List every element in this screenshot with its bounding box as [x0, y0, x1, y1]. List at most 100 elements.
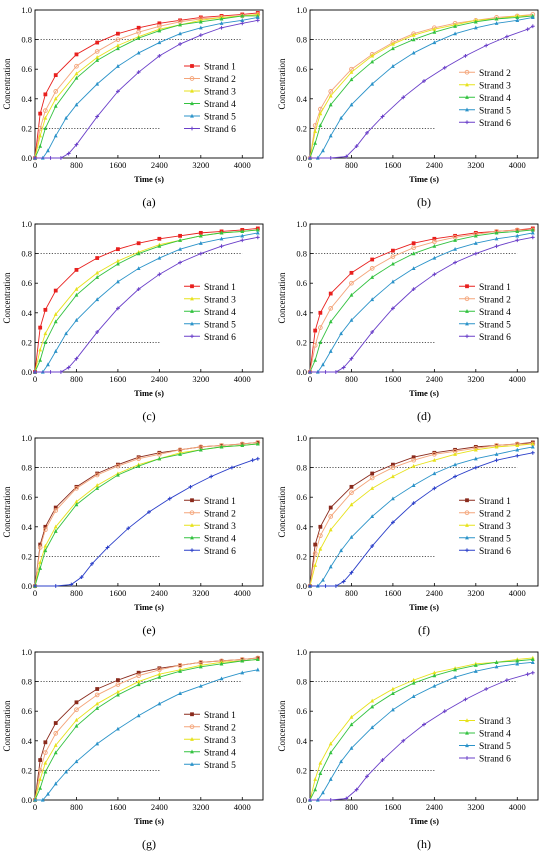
data-point: [411, 457, 416, 463]
legend-label: Strand 5: [479, 106, 511, 116]
data-point: [530, 227, 535, 232]
data-point: [94, 49, 100, 54]
data-point: [312, 551, 318, 556]
y-tick-label: 0.0: [21, 581, 32, 591]
data-point: [453, 462, 457, 467]
data-point: [328, 319, 333, 324]
data-point: [370, 698, 375, 703]
data-point: [494, 664, 499, 669]
y-tick-label: 0.4: [296, 308, 307, 318]
data-point: [323, 584, 328, 588]
x-tick-label: 4000: [234, 802, 251, 812]
legend: Strand 1 Strand 2 Strand 3 Strand 4 Strand 5…: [184, 63, 236, 135]
x-axis-label: Time (s): [409, 816, 439, 826]
data-point: [453, 452, 457, 456]
data-point: [328, 133, 333, 138]
data-point: [190, 498, 194, 503]
data-point: [411, 677, 416, 682]
series-strand-6: [308, 670, 535, 802]
data-point: [328, 89, 334, 94]
x-tick-label: 4000: [234, 160, 251, 170]
data-point: [370, 81, 375, 86]
data-point: [43, 331, 48, 336]
data-point: [74, 700, 79, 705]
data-point: [190, 101, 194, 106]
legend-item: Strand 6: [459, 119, 511, 129]
series-line: [309, 15, 533, 159]
data-point: [453, 667, 457, 672]
legend: Strand 1 Strand 2 Strand 3 Strand 5 Strand 6: [459, 497, 511, 557]
data-point: [328, 306, 334, 311]
data-point: [53, 312, 58, 316]
legend-label: Strand 4: [204, 534, 236, 544]
data-point: [370, 704, 375, 709]
x-tick-label: 0: [33, 374, 37, 384]
data-point: [116, 64, 120, 68]
y-tick-label: 0.4: [296, 522, 307, 532]
data-point: [136, 673, 141, 679]
legend-label: Strand 6: [479, 755, 511, 765]
legend-item: Strand 1: [459, 283, 511, 293]
data-point: [66, 151, 71, 156]
chart-svg-e: 0.0 0.2 0.4 0.6 0.8 1.0 0 800 1600 2400 3200 4000 Ti…: [2, 433, 264, 637]
panel-label: (f): [418, 623, 430, 637]
chart-svg-b: 0.0 0.2 0.4 0.6 0.8 1.0 0 800 1600 2400 3200 4000 Ti…: [277, 5, 539, 209]
data-point: [465, 107, 469, 112]
data-point: [349, 292, 354, 297]
x-tick-label: 0: [308, 374, 312, 384]
data-point: [432, 30, 437, 34]
y-tick-label: 1.0: [21, 5, 32, 15]
legend-label: Strand 3: [204, 88, 236, 98]
data-point: [473, 447, 478, 452]
data-point: [38, 133, 43, 138]
data-point: [255, 227, 260, 232]
legend-label: Strand 5: [479, 320, 511, 330]
data-point: [494, 16, 499, 21]
data-point: [136, 50, 141, 55]
legend-label: Strand 6: [479, 547, 511, 557]
data-point: [157, 244, 162, 248]
data-point: [334, 370, 338, 374]
legend-label: Strand 2: [204, 723, 236, 733]
data-point: [328, 102, 333, 107]
data-point: [190, 284, 194, 289]
y-tick-label: 1.0: [296, 433, 307, 443]
data-point: [178, 22, 182, 27]
legend-item: Strand 1: [184, 711, 236, 721]
data-point: [464, 510, 470, 516]
plot-frame: [309, 9, 539, 159]
data-point: [74, 318, 79, 322]
data-point: [178, 260, 182, 265]
data-point: [318, 533, 323, 539]
data-point: [339, 115, 343, 120]
legend-item: Strand 4: [459, 94, 511, 104]
chart-panel-a: 0.0 0.2 0.4 0.6 0.8 1.0 0 800 1600 2400 3200 4000 Ti…: [0, 0, 275, 214]
data-point: [74, 502, 79, 507]
data-point: [95, 741, 100, 746]
chart-svg-h: 0.0 0.2 0.4 0.6 0.8 1.0 0 800 1600 2400 3200 4000 Ti…: [277, 647, 539, 851]
series-strand-5: [308, 230, 535, 374]
chart-svg-a: 0.0 0.2 0.4 0.6 0.8 1.0 0 800 1600 2400 3200 4000 Ti…: [2, 5, 264, 209]
legend-label: Strand 4: [479, 308, 511, 318]
data-point: [95, 114, 100, 119]
plot-frame: [34, 223, 264, 373]
legend-label: Strand 2: [479, 295, 511, 305]
data-point: [391, 707, 395, 712]
data-point: [349, 102, 354, 107]
y-tick-label: 0.2: [21, 765, 32, 775]
data-point: [339, 548, 343, 553]
data-point: [411, 501, 416, 506]
series-strand-6: [308, 24, 535, 160]
panel-label: (d): [417, 409, 431, 423]
data-point: [473, 19, 478, 24]
data-point: [178, 669, 182, 673]
x-tick-label: 1600: [109, 374, 126, 384]
data-point: [157, 672, 162, 676]
data-point: [401, 95, 406, 100]
data-point: [43, 524, 48, 529]
y-axis-label: Concentration: [2, 272, 12, 323]
x-tick-label: 1600: [384, 374, 401, 384]
data-point: [391, 46, 395, 51]
data-point: [463, 53, 468, 58]
series-line: [309, 229, 533, 373]
